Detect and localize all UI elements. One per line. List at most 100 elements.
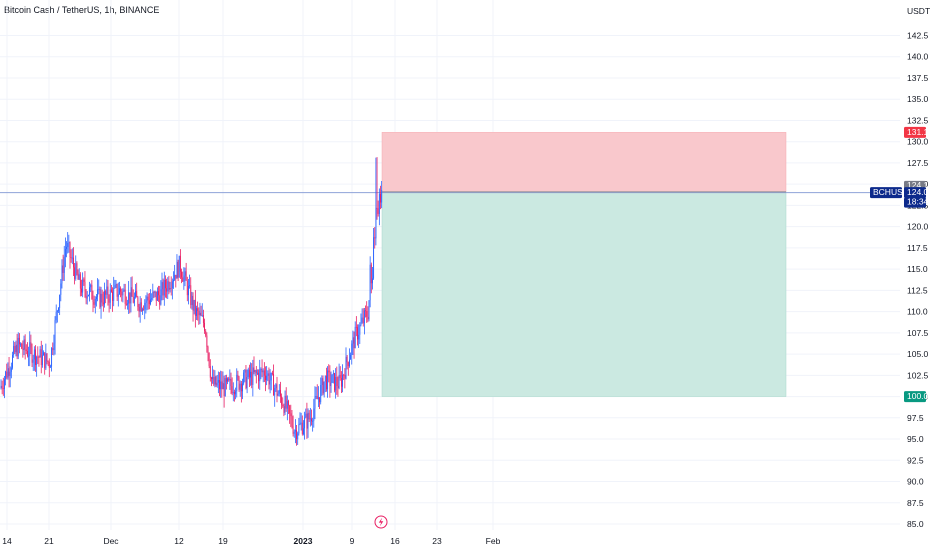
- candle-body: [280, 389, 281, 397]
- candle-body: [243, 372, 245, 384]
- candle-body: [201, 314, 203, 316]
- candle-body: [37, 356, 39, 358]
- candle-body: [357, 327, 358, 340]
- candle-body: [291, 416, 293, 426]
- candle-body: [300, 422, 302, 424]
- candle-body: [304, 417, 306, 429]
- candle-body: [228, 378, 230, 381]
- candle-body: [225, 378, 227, 382]
- candle-body: [109, 289, 111, 303]
- candle-body: [186, 280, 188, 296]
- candle-body: [351, 343, 353, 355]
- candle-body: [237, 374, 239, 378]
- price-axis[interactable]: USDT 85.0 87.5 90.0 92.5 95.0 97.5 100.0 102.5 1…: [907, 6, 930, 529]
- candle-body: [330, 382, 332, 387]
- candle-body: [305, 413, 307, 418]
- candle-body: [352, 337, 354, 344]
- candle-body: [245, 370, 247, 388]
- candle-body: [191, 295, 193, 305]
- time-axis[interactable]: 14 21 Dec 12 19 2023 9 16 23 Feb: [2, 536, 500, 546]
- time-tick-label: 2023: [294, 536, 313, 546]
- candle-body: [144, 302, 146, 310]
- candle-body: [105, 291, 107, 295]
- candle-body: [41, 355, 43, 365]
- candle-body: [122, 290, 124, 296]
- candle-body: [338, 375, 340, 389]
- stop-loss-zone[interactable]: [381, 132, 787, 193]
- candle-body: [222, 383, 224, 390]
- candle-body: [193, 299, 195, 311]
- candle-body: [365, 310, 366, 312]
- candle-body: [97, 289, 99, 297]
- candle-body: [188, 285, 189, 296]
- take-profit-zone[interactable]: [381, 191, 787, 397]
- candle-body: [212, 377, 214, 379]
- candle-body: [290, 413, 292, 417]
- candle-body: [240, 383, 242, 392]
- candle-body: [189, 285, 191, 287]
- candle-body: [165, 279, 166, 289]
- candle-body: [36, 356, 38, 365]
- candle-body: [22, 348, 24, 350]
- price-tick-label: 142.5: [907, 31, 929, 41]
- candle-body: [242, 383, 243, 392]
- candle-body: [112, 291, 113, 301]
- price-tick-label: 97.5: [907, 413, 924, 423]
- symbol-tag: BCHUSDT: [873, 187, 914, 197]
- price-tick-label: 130.0: [907, 137, 929, 147]
- candle-body: [116, 284, 118, 297]
- candle-body: [381, 190, 383, 203]
- candle-body: [374, 237, 376, 239]
- candle-body: [329, 372, 331, 387]
- countdown-tag: 18:34: [907, 197, 929, 207]
- candle-body: [213, 377, 215, 385]
- candle-body: [221, 381, 223, 390]
- candle-body: [361, 317, 363, 323]
- candle-body: [140, 302, 142, 311]
- candle-body: [327, 370, 329, 390]
- candle-body: [270, 372, 272, 381]
- candle-body: [307, 412, 309, 429]
- candle-body: [182, 277, 184, 282]
- candle-body: [208, 353, 210, 367]
- time-tick-label: Feb: [486, 536, 501, 546]
- candle-body: [10, 367, 12, 372]
- candle-body: [73, 257, 74, 268]
- candle-body: [155, 291, 157, 301]
- candle-body: [104, 291, 105, 305]
- candle-body: [43, 352, 44, 356]
- candle-body: [259, 369, 261, 382]
- candle-body: [61, 265, 63, 284]
- candle-body: [128, 292, 130, 304]
- candle-body: [360, 322, 362, 326]
- candle-body: [196, 308, 197, 316]
- candle-body: [217, 380, 219, 383]
- candle-body: [143, 309, 145, 311]
- candle-body: [219, 380, 220, 390]
- candle-body: [206, 335, 208, 347]
- candle-body: [127, 303, 128, 305]
- candle-body: [51, 348, 53, 367]
- candle-body: [372, 278, 373, 284]
- candle-body: [265, 375, 266, 381]
- candle-body: [380, 194, 381, 203]
- candle-body: [121, 291, 123, 296]
- candle-body: [205, 330, 207, 336]
- lightning-icon[interactable]: [374, 515, 388, 529]
- candle-body: [288, 401, 289, 406]
- candle-body: [316, 396, 318, 400]
- price-tick-label: 120.0: [907, 222, 929, 232]
- chart-title: Bitcoin Cash / TetherUS, 1h, BINANCE: [4, 5, 160, 15]
- candle-body: [152, 291, 154, 299]
- candle-body: [129, 292, 131, 304]
- candle-body: [15, 344, 17, 353]
- candle-body: [209, 366, 211, 378]
- candle-body: [4, 379, 5, 389]
- candle-body: [99, 288, 101, 308]
- candle-body: [289, 405, 291, 414]
- candle-body: [24, 339, 26, 350]
- candle-body: [230, 378, 232, 387]
- candle-body: [312, 420, 314, 422]
- candle-body: [231, 386, 233, 394]
